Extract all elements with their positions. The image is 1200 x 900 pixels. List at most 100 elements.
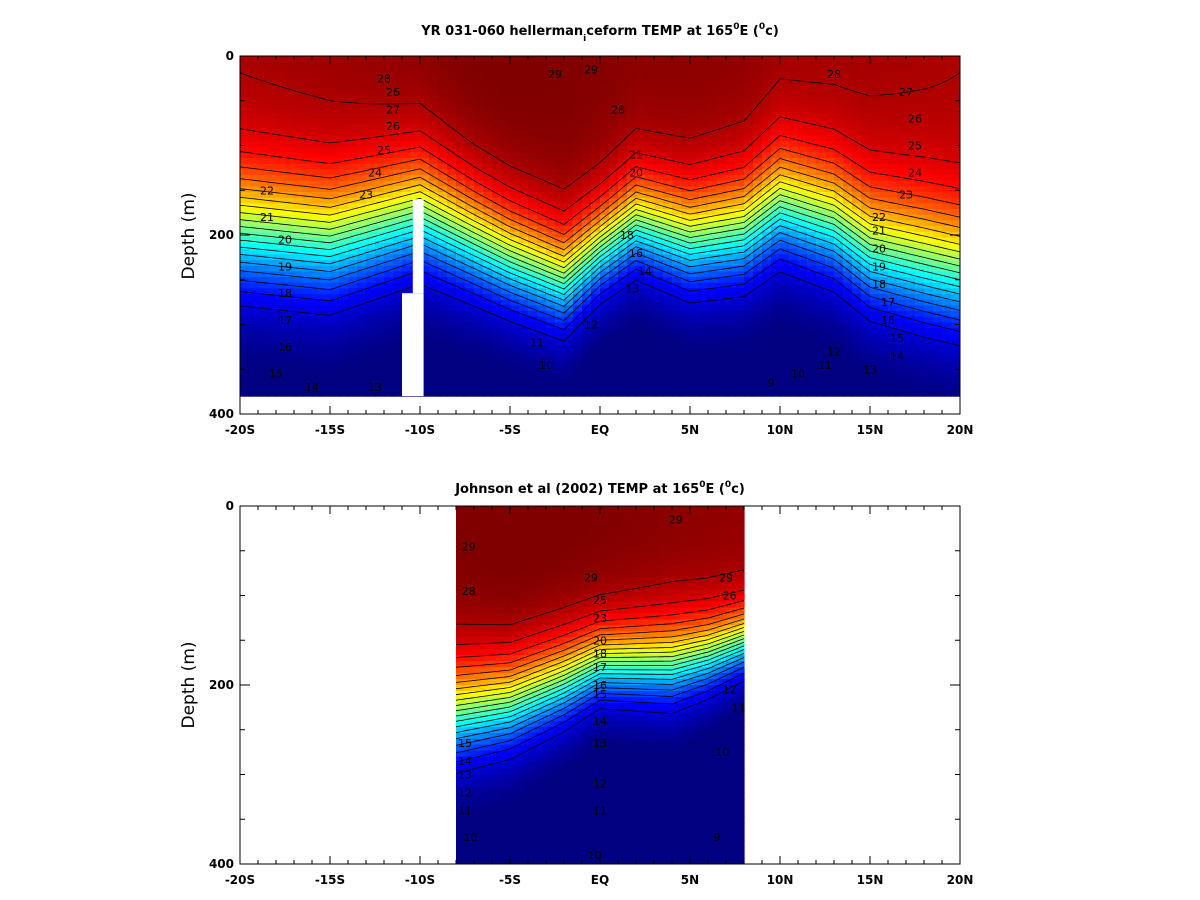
temp-cell: [375, 73, 385, 80]
temp-cell: [285, 356, 295, 363]
contour-label: 11: [818, 359, 832, 372]
temp-cell: [303, 84, 313, 91]
temp-cell: [717, 384, 727, 392]
temp-cell: [924, 180, 934, 187]
temp-cell: [717, 345, 727, 352]
temp-cell: [744, 214, 754, 221]
temp-cell: [951, 56, 960, 63]
temp-cell: [303, 146, 313, 153]
temp-cell: [573, 390, 583, 397]
temp-cell: [474, 333, 484, 341]
temp-cell: [888, 373, 898, 380]
temp-cell: [393, 73, 403, 80]
temp-cell: [735, 180, 745, 187]
temp-cell: [456, 73, 466, 80]
temp-cell: [627, 90, 637, 97]
temp-cell: [393, 186, 403, 193]
temp-cell: [465, 248, 475, 255]
temp-cell: [663, 260, 673, 267]
temp-cell: [717, 311, 727, 318]
temp-cell: [870, 186, 880, 193]
temp-cell: [951, 299, 960, 307]
temp-cell: [924, 356, 934, 363]
temp-cell: [312, 146, 322, 153]
temp-cell: [690, 294, 700, 301]
temp-cell: [681, 101, 691, 108]
temp-cell: [339, 248, 349, 255]
temp-cell: [384, 61, 394, 68]
temp-cell: [951, 129, 960, 136]
temp-cell: [357, 231, 367, 238]
temp-cell: [258, 203, 268, 210]
temp-cell: [870, 163, 880, 170]
temp-cell: [474, 322, 484, 329]
temp-cell: [636, 158, 646, 165]
temp-cell: [393, 248, 403, 255]
temp-cell: [294, 384, 304, 392]
temp-cell: [555, 379, 565, 386]
temp-cell: [636, 226, 646, 233]
temp-cell: [690, 271, 700, 278]
temp-cell: [375, 95, 385, 102]
temp-cell: [366, 299, 376, 307]
temp-cell: [294, 152, 304, 159]
temp-cell: [348, 373, 358, 380]
temp-cell: [717, 288, 727, 295]
temp-cell: [465, 254, 475, 261]
temp-cell: [762, 237, 772, 244]
temp-cell: [456, 203, 466, 210]
temp-cell: [537, 384, 547, 392]
temp-cell: [645, 390, 655, 397]
temp-cell: [924, 339, 934, 346]
temp-cell: [699, 265, 709, 272]
temp-cell: [528, 141, 538, 148]
temp-cell: [591, 101, 601, 108]
temp-cell: [546, 220, 556, 227]
temp-cell: [861, 175, 871, 182]
temp-cell: [906, 186, 916, 193]
temp-cell: [879, 254, 889, 261]
temp-cell: [267, 282, 277, 289]
temp-cell: [708, 163, 718, 170]
temp-cell: [798, 220, 808, 227]
temp-cell: [483, 260, 493, 267]
temp-cell: [357, 350, 367, 358]
temp-cell: [699, 288, 709, 295]
temp-cell: [393, 169, 403, 176]
temp-cell: [906, 350, 916, 358]
temp-cell: [843, 254, 853, 261]
temp-cell: [609, 95, 619, 102]
temp-cell: [348, 311, 358, 318]
temp-cell: [888, 390, 898, 397]
temp-cell: [762, 95, 772, 102]
temp-cell: [285, 299, 295, 307]
temp-cell: [609, 254, 619, 261]
temp-cell: [492, 362, 502, 369]
temp-cell: [906, 243, 916, 250]
temp-cell: [852, 129, 862, 136]
temp-cell: [465, 112, 475, 119]
temp-cell: [825, 299, 835, 307]
temp-cell: [843, 203, 853, 210]
temp-cell: [357, 299, 367, 307]
temp-cell: [546, 78, 556, 85]
temp-cell: [366, 350, 376, 358]
temp-cell: [546, 214, 556, 221]
temp-cell: [492, 84, 502, 91]
temp-cell: [663, 328, 673, 335]
temp-cell: [267, 299, 277, 307]
temp-cell: [240, 350, 250, 358]
temp-cell: [798, 209, 808, 216]
temp-cell: [519, 56, 529, 63]
temp-cell: [384, 214, 394, 221]
temp-cell: [384, 322, 394, 329]
temp-cell: [258, 107, 268, 114]
temp-cell: [240, 248, 250, 255]
temp-cell: [276, 373, 286, 380]
temp-cell: [321, 129, 331, 136]
temp-cell: [609, 124, 619, 131]
temp-cell: [924, 107, 934, 114]
temp-cell: [690, 316, 700, 324]
temp-cell: [915, 248, 925, 255]
temp-cell: [285, 288, 295, 295]
